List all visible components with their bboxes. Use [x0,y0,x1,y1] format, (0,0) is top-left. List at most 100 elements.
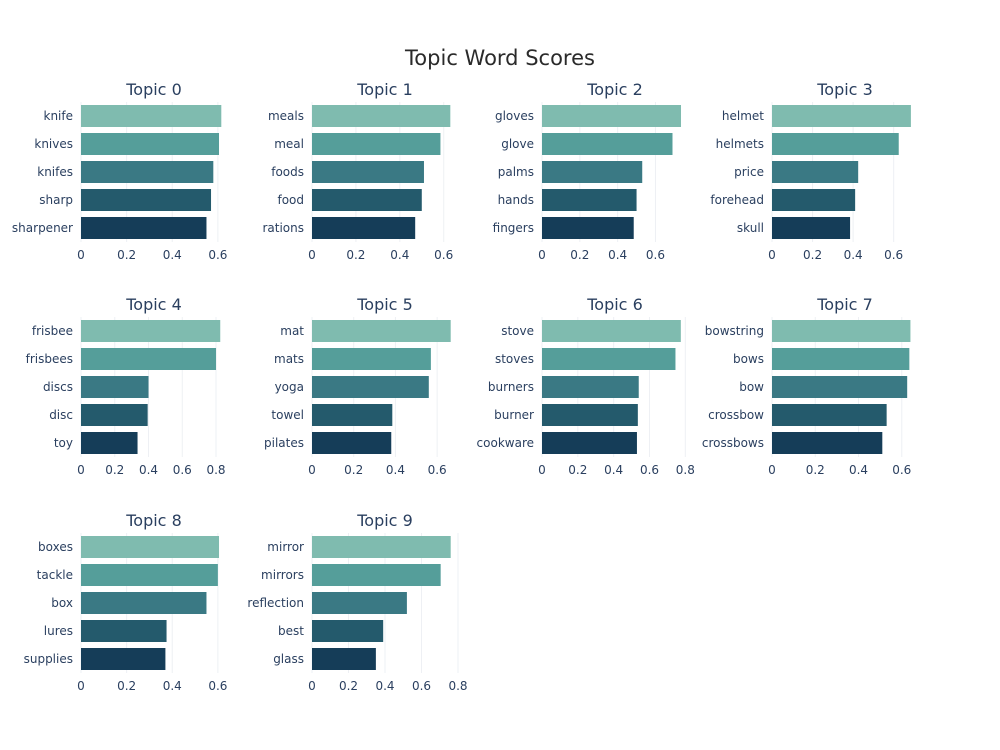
x-tick-label: 0.4 [375,679,394,693]
bar-knifes [81,161,214,183]
bar-toy [81,432,138,454]
subplot-title: Topic 2 [586,80,643,99]
category-label: tackle [37,568,73,582]
x-tick-label: 0.2 [339,679,358,693]
x-tick-label: 0.4 [390,248,409,262]
x-tick-label: 0.6 [412,679,431,693]
category-label: mat [280,324,304,338]
category-label: meal [274,137,304,151]
bar-best [312,620,384,642]
category-label: lures [44,624,73,638]
category-label: stoves [495,352,534,366]
x-tick-label: 0.6 [173,463,192,477]
x-tick-label: 0.8 [206,463,225,477]
category-label: fingers [493,221,534,235]
bar-gloves [542,105,682,127]
bar-glove [542,133,673,155]
subplot-title: Topic 6 [586,295,643,314]
category-label: knifes [37,165,73,179]
bar-mirror [312,536,451,558]
bar-burners [542,376,639,398]
subplot-title: Topic 0 [125,80,182,99]
x-tick-label: 0.4 [139,463,158,477]
bar-knives [81,133,220,155]
bar-stove [542,320,681,342]
category-label: palms [498,165,534,179]
x-tick-label: 0 [538,463,546,477]
category-label: crossbows [702,436,764,450]
bar-meal [312,133,441,155]
category-label: boxes [38,540,73,554]
bar-helmet [772,105,911,127]
subplot-title: Topic 3 [816,80,873,99]
bar-frisbees [81,348,217,370]
x-tick-label: 0.6 [428,463,447,477]
x-tick-label: 0.6 [884,248,903,262]
category-label: burners [488,380,534,394]
category-label: reflection [247,596,304,610]
bar-crossbows [772,432,883,454]
category-label: disc [49,408,73,422]
x-tick-label: 0.2 [117,248,136,262]
x-tick-label: 0.2 [568,463,587,477]
bar-forehead [772,189,856,211]
bar-mirrors [312,564,441,586]
bar-foods [312,161,424,183]
category-label: glass [273,652,304,666]
bar-price [772,161,859,183]
category-label: burner [494,408,534,422]
bar-hands [542,189,637,211]
bar-frisbee [81,320,221,342]
category-label: glove [501,137,534,151]
category-label: best [278,624,304,638]
x-tick-label: 0.8 [448,679,467,693]
chart-title: Topic Word Scores [404,46,595,70]
subplot-title: Topic 5 [356,295,413,314]
x-tick-label: 0.6 [892,463,911,477]
x-tick-label: 0 [768,248,776,262]
x-tick-label: 0 [308,248,316,262]
category-label: knife [44,109,74,123]
x-tick-label: 0 [77,463,85,477]
bar-knife [81,105,222,127]
bar-fingers [542,217,634,239]
x-tick-label: 0 [77,679,85,693]
x-tick-label: 0.4 [163,248,182,262]
subplot-topic-2: Topic 2 0 0.2 0.4 0.6 gloves glove palms hands fi… [493,80,682,262]
x-tick-label: 0.4 [608,248,627,262]
x-tick-label: 0.4 [849,463,868,477]
bar-crossbow [772,404,887,426]
category-label: mirror [267,540,304,554]
bar-sharpener [81,217,207,239]
subplot-topic-4: Topic 4 0 0.2 0.4 0.6 0.8 frisbee frisbees discs… [26,295,226,477]
subplot-title: Topic 8 [125,511,182,530]
category-label: knives [34,137,73,151]
x-tick-label: 0.6 [208,248,227,262]
x-tick-label: 0.2 [570,248,589,262]
subplot-topic-9: Topic 9 0 0.2 0.4 0.6 0.8 mirror mirrors reflect… [247,511,467,693]
subplot-title: Topic 1 [356,80,413,99]
category-label: bows [733,352,764,366]
x-tick-label: 0.6 [434,248,453,262]
x-tick-label: 0 [308,679,316,693]
category-label: supplies [24,652,73,666]
category-label: gloves [495,109,534,123]
bar-box [81,592,207,614]
subplot-topic-7: Topic 7 0 0.2 0.4 0.6 bowstring bows bow crossbo… [702,295,911,477]
x-tick-label: 0.2 [803,248,822,262]
category-label: frisbees [26,352,73,366]
subplot-title: Topic 4 [125,295,182,314]
x-tick-label: 0 [768,463,776,477]
bar-palms [542,161,643,183]
bar-cookware [542,432,637,454]
category-label: mats [274,352,304,366]
x-tick-label: 0.8 [676,463,695,477]
subplot-title: Topic 9 [356,511,413,530]
category-label: meals [268,109,304,123]
x-tick-label: 0.4 [163,679,182,693]
category-label: price [734,165,764,179]
x-tick-label: 0.2 [344,463,363,477]
bar-towel [312,404,393,426]
bar-supplies [81,648,166,670]
